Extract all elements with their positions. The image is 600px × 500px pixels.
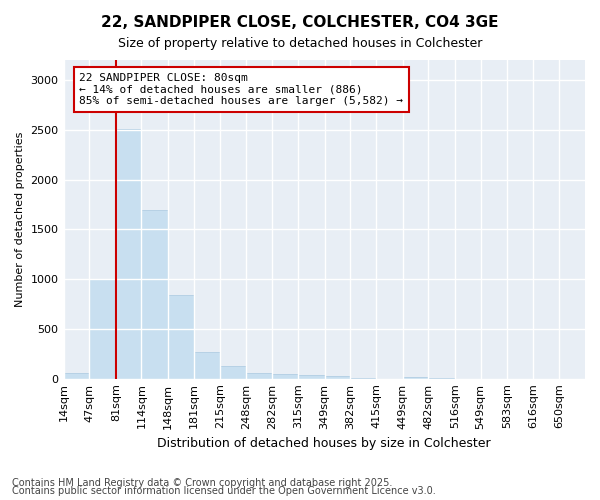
Bar [89,279,116,378]
Bar [272,374,298,378]
Text: Size of property relative to detached houses in Colchester: Size of property relative to detached ho… [118,38,482,51]
Bar [168,295,194,378]
X-axis label: Distribution of detached houses by size in Colchester: Distribution of detached houses by size … [157,437,491,450]
Bar [325,376,350,378]
Bar [116,128,142,378]
Bar [403,377,428,378]
Text: 22, SANDPIPER CLOSE, COLCHESTER, CO4 3GE: 22, SANDPIPER CLOSE, COLCHESTER, CO4 3GE [101,15,499,30]
Bar [194,352,220,378]
Bar [220,366,246,378]
Bar [246,373,272,378]
Bar [142,210,168,378]
Bar [298,375,325,378]
Text: Contains HM Land Registry data © Crown copyright and database right 2025.: Contains HM Land Registry data © Crown c… [12,478,392,488]
Text: Contains public sector information licensed under the Open Government Licence v3: Contains public sector information licen… [12,486,436,496]
Y-axis label: Number of detached properties: Number of detached properties [15,132,25,307]
Bar [64,373,89,378]
Text: 22 SANDPIPER CLOSE: 80sqm
← 14% of detached houses are smaller (886)
85% of semi: 22 SANDPIPER CLOSE: 80sqm ← 14% of detac… [79,72,403,106]
